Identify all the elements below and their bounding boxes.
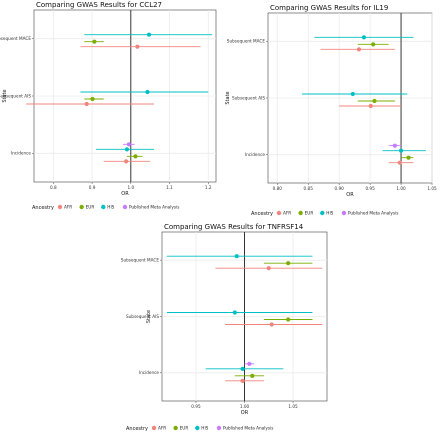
legend-label-published-meta-analysis: Published Meta Analysis [223, 426, 273, 431]
legend-swatch-afr [276, 210, 282, 216]
x-tick-label: 0.9 [89, 185, 96, 190]
x-tick-label: 1.00 [396, 186, 406, 191]
point-published-meta-analysis-incidence [126, 142, 131, 147]
x-tick-label: 1.00 [240, 404, 250, 409]
x-tick-label: 0.90 [335, 186, 345, 191]
legend-label-his: HIS [107, 205, 114, 210]
legend-swatch-afr [151, 425, 157, 431]
legend-label-eur: EUR [180, 426, 189, 431]
legend-swatch-published-meta-analysis [216, 425, 222, 431]
legend-label-published-meta-analysis: Published Meta Analysis [348, 211, 398, 216]
x-axis-title: OR [346, 192, 354, 198]
legend-title: Ancestry [251, 211, 273, 217]
point-his-incidence [398, 148, 404, 153]
y-tick-label-subsequent-mace: Subsequent MACE [227, 39, 266, 44]
point-afr-subsequent-ais [84, 101, 89, 107]
point-afr-subsequent-ais [368, 103, 373, 109]
point-eur-subsequent-mace [286, 261, 291, 266]
y-tick-label-subsequent-ais: Subsequent AIS [126, 314, 159, 319]
x-tick-label: 0.95 [191, 404, 201, 409]
point-his-incidence [124, 147, 130, 152]
point-afr-subsequent-mace [356, 47, 362, 52]
legend-swatch-eur [173, 425, 178, 431]
point-afr-incidence [397, 160, 402, 165]
legend-label-published-meta-analysis: Published Meta Analysis [129, 205, 179, 210]
forest-plot-ccl27: Comparing GWAS Results for CCL27 0.8 0.9 1.… [0, 1, 217, 211]
point-his-subsequent-ais [232, 310, 237, 315]
y-tick-label-incidence: Incidence [11, 151, 32, 156]
point-his-incidence [240, 366, 245, 371]
point-his-subsequent-mace [361, 35, 367, 40]
y-tick-label-subsequent-mace: Subsequent MACE [121, 258, 160, 263]
x-tick-label: 1.05 [288, 404, 298, 409]
point-eur-subsequent-mace [371, 42, 376, 47]
point-eur-subsequent-ais [286, 317, 291, 322]
legend-label-his: HIS [326, 211, 333, 216]
point-his-subsequent-mace [234, 254, 239, 259]
legend-swatch-afr [57, 204, 63, 210]
y-tick-label-subsequent-ais: Subsequent AIS [0, 93, 31, 98]
x-tick-label: 0.85 [304, 186, 314, 191]
legend-label-eur: EUR [86, 205, 95, 210]
y-axis-title: State [225, 91, 231, 104]
legend-swatch-published-meta-analysis [122, 204, 128, 210]
chart-panel-il19: Comparing GWAS Results for IL19 0.80 0.85 0… [225, 4, 440, 226]
point-eur-incidence [133, 154, 138, 159]
point-eur-subsequent-ais [90, 96, 95, 102]
point-afr-incidence [124, 159, 129, 164]
forest-plot-tnfrsf14: Comparing GWAS Results for TNFRSF14 0.95 1… [121, 223, 328, 432]
legend-swatch-eur [298, 210, 303, 216]
y-axis-title: State [146, 310, 152, 323]
legend-label-afr: AFR [158, 426, 166, 431]
x-tick-label: 0.80 [273, 186, 283, 191]
y-tick-label-subsequent-ais: Subsequent AIS [232, 95, 265, 100]
legend-swatch-eur [79, 204, 84, 210]
point-eur-incidence [406, 155, 411, 160]
y-axis-title: State [2, 89, 8, 102]
point-his-subsequent-ais [350, 91, 355, 97]
legend-label-eur: EUR [305, 211, 314, 216]
x-tick-label: 1.0 [127, 185, 134, 190]
point-eur-subsequent-mace [92, 39, 97, 44]
legend-label-afr: AFR [283, 211, 291, 216]
x-tick-label: 1.1 [166, 185, 173, 190]
chart-panel-tnfrsf14: Comparing GWAS Results for TNFRSF14 0.95 1… [110, 218, 330, 439]
chart-title: Comparing GWAS Results for IL19 [270, 4, 388, 12]
x-axis-title: OR [121, 191, 129, 197]
y-tick-label-subsequent-mace: Subsequent MACE [0, 36, 31, 41]
point-afr-subsequent-mace [135, 44, 140, 49]
point-afr-incidence [240, 378, 245, 383]
legend-swatch-his [195, 425, 200, 431]
point-afr-subsequent-ais [269, 322, 274, 327]
chart-title: Comparing GWAS Results for TNFRSF14 [164, 223, 304, 231]
legend-label-his: HIS [201, 426, 208, 431]
x-tick-label: 0.8 [50, 185, 57, 190]
forest-plot-il19: Comparing GWAS Results for IL19 0.80 0.85 0… [225, 4, 437, 217]
x-axis-title: OR [241, 410, 249, 416]
legend-swatch-his [320, 210, 325, 216]
point-his-subsequent-mace [146, 32, 152, 37]
point-published-meta-analysis-incidence [247, 361, 252, 366]
point-published-meta-analysis-incidence [392, 143, 397, 148]
point-afr-subsequent-mace [266, 266, 271, 271]
point-his-subsequent-ais [145, 89, 150, 95]
y-tick-label-incidence: Incidence [245, 152, 266, 157]
legend-title: Ancestry [126, 426, 148, 432]
legend-label-afr: AFR [64, 205, 72, 210]
x-tick-label: 1.2 [205, 185, 212, 190]
legend-swatch-his [101, 204, 106, 210]
x-tick-label: 1.05 [427, 186, 437, 191]
point-eur-subsequent-ais [372, 98, 377, 104]
legend-title: Ancestry [32, 205, 54, 211]
x-tick-label: 0.95 [365, 186, 375, 191]
chart-title: Comparing GWAS Results for CCL27 [36, 1, 162, 9]
y-tick-label-incidence: Incidence [139, 370, 160, 375]
point-eur-incidence [250, 373, 255, 378]
legend-swatch-published-meta-analysis [341, 210, 347, 216]
chart-panel-ccl27: Comparing GWAS Results for CCL27 0.8 0.9 1.… [0, 0, 220, 222]
